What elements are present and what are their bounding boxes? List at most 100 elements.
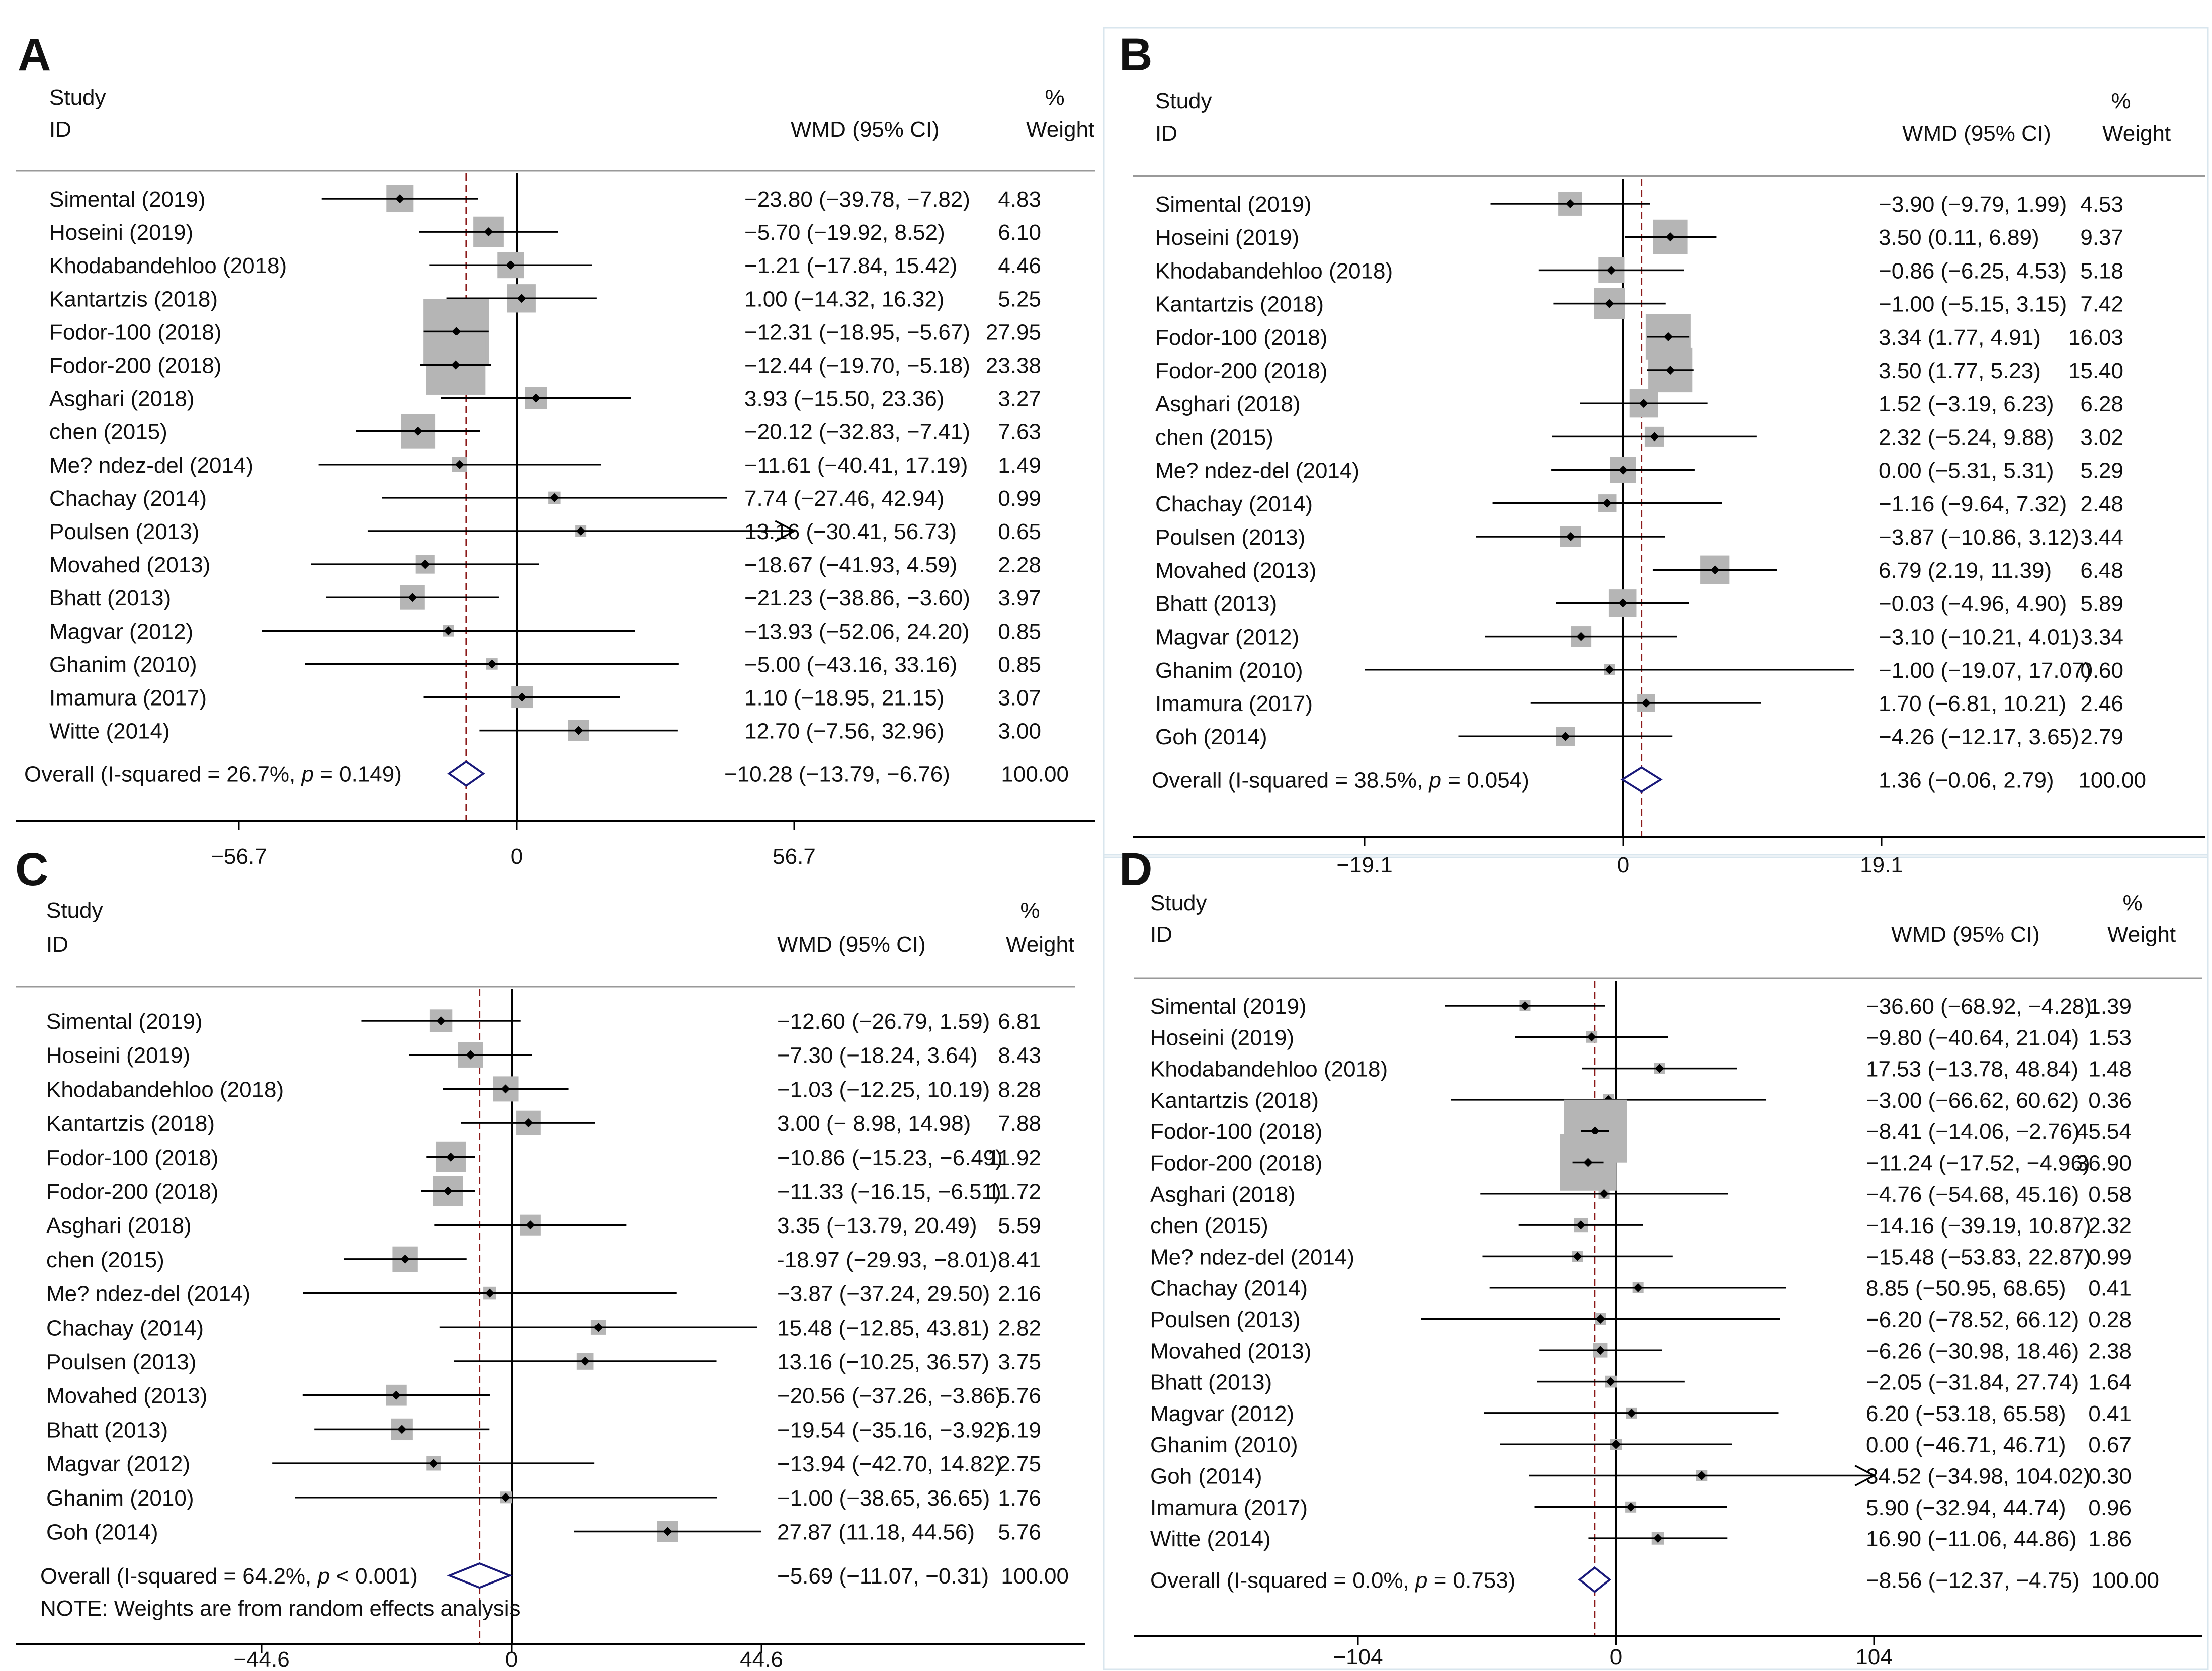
study-name: Poulsen (2013)	[49, 519, 199, 544]
study-name: Magvar (2012)	[49, 619, 193, 644]
study-row: Poulsen (2013) 13.16 (−10.25, 36.57) 3.75	[46, 1350, 1041, 1374]
point-estimate	[451, 360, 460, 370]
point-estimate	[395, 194, 405, 203]
point-estimate	[452, 327, 461, 336]
study-ci-label: 5.90 (−32.94, 44.74)	[1866, 1496, 2066, 1520]
point-estimate	[1666, 366, 1675, 375]
study-name: Fodor-100 (2018)	[1150, 1119, 1322, 1144]
study-name: Asghari (2018)	[49, 387, 195, 411]
study-ci-label: −3.10 (−10.21, 4.01)	[1879, 625, 2079, 650]
study-weight-label: 0.36	[2088, 1088, 2132, 1113]
overall-weight-label: 100.00	[2078, 768, 2146, 793]
study-name: Me? ndez-del (2014)	[49, 453, 253, 478]
note-text: NOTE: Weights are from random effects an…	[40, 1596, 521, 1621]
overall-label-p: p	[300, 762, 313, 787]
study-name: Simental (2019)	[1150, 994, 1307, 1019]
study-weight-label: 1.76	[998, 1486, 1041, 1511]
point-estimate	[1619, 465, 1628, 475]
point-estimate	[1576, 1220, 1586, 1230]
study-weight-label: 7.88	[998, 1111, 1041, 1136]
ci-arrow	[1854, 1464, 1876, 1487]
study-weight-label: 27.95	[986, 320, 1041, 344]
study-name: Ghanim (2010)	[46, 1486, 194, 1511]
point-estimate	[1520, 1001, 1530, 1010]
study-row: Khodabandehloo (2018) −0.86 (−6.25, 4.53)…	[1155, 257, 2123, 283]
study-row: Simental (2019) −36.60 (−68.92, −4.28)1.3…	[1150, 994, 2132, 1019]
study-row: Bhatt (2013) −2.05 (−31.84, 27.74) 1.64	[1150, 1370, 2132, 1395]
study-row: Goh (2014) −4.26 (−12.17, 3.65) 2.79	[1155, 725, 2123, 749]
study-weight-label: 2.38	[2088, 1339, 2132, 1363]
point-estimate	[485, 1288, 494, 1298]
study-ci-label: −4.76 (−54.68, 45.16)	[1866, 1182, 2079, 1207]
header-study: Study	[1150, 891, 1207, 915]
study-weight-label: 5.76	[998, 1520, 1041, 1545]
study-ci-label: 16.90 (−11.06, 44.86)	[1866, 1527, 2077, 1551]
overall-row: Overall (I-squared = 64.2%, p < 0.001) −5…	[40, 1562, 1069, 1589]
study-weight-label: 0.96	[2088, 1496, 2132, 1520]
study-name: Poulsen (2013)	[46, 1350, 196, 1374]
study-weight-label: 8.43	[998, 1043, 1041, 1068]
study-row: Simental (2019) −3.90 (−9.79, 1.99) 4.53	[1155, 192, 2123, 217]
study-name: Poulsen (2013)	[1155, 525, 1305, 550]
study-weight-label: 1.49	[998, 453, 1041, 478]
study-name: Goh (2014)	[46, 1520, 158, 1545]
study-ci-label: −11.24 (−17.52, −4.96)	[1866, 1151, 2090, 1176]
study-weight-label: 6.10	[998, 220, 1041, 245]
study-ci-label: −12.60 (−26.79, 1.59)	[777, 1009, 990, 1034]
overall-label-value: = 0.753)	[1428, 1568, 1516, 1593]
study-row: Bhatt (2013) −19.54 (−35.16, −3.92)6.19	[46, 1418, 1041, 1442]
study-row: Bhatt (2013) −0.03 (−4.96, 4.90) 5.89	[1155, 589, 2123, 617]
point-estimate	[1606, 266, 1616, 275]
study-weight-label: 5.89	[2080, 591, 2123, 616]
header-id: ID	[1150, 922, 1172, 947]
study-row: Magvar (2012) 6.20 (−53.18, 65.58) 0.41	[1150, 1401, 2132, 1426]
point-estimate	[1573, 1252, 1582, 1261]
study-ci-label: 3.34 (1.77, 4.91)	[1879, 325, 2041, 350]
study-name: Khodabandehloo (2018)	[1155, 258, 1393, 283]
study-ci-label: −18.67 (−41.93, 4.59)	[744, 553, 957, 577]
study-row: Fodor-100 (2018) −10.86 (−15.23, −6.49)11…	[46, 1141, 1041, 1172]
overall-row: Overall (I-squared = 0.0%, p = 0.753) −8.…	[1150, 1566, 2159, 1593]
study-name: Hoseini (2019)	[49, 220, 193, 245]
study-row: Poulsen (2013) 13.16 (−30.41, 56.73) 0.65	[49, 519, 1041, 544]
study-ci-label: 8.85 (−50.95, 68.65)	[1866, 1276, 2066, 1301]
study-name: Simental (2019)	[46, 1009, 203, 1034]
study-name: Bhatt (2013)	[1155, 591, 1277, 616]
study-name: Poulsen (2013)	[1150, 1307, 1300, 1332]
header-study: Study	[46, 898, 103, 923]
overall-label-p: p	[316, 1564, 329, 1589]
point-estimate	[1650, 432, 1659, 442]
study-weight-label: 36.90	[2076, 1151, 2132, 1176]
point-estimate	[487, 659, 497, 669]
study-weight-label: 0.99	[998, 486, 1041, 511]
study-row: Kantartzis (2018) −3.00 (−66.62, 60.62) 0.…	[1150, 1088, 2132, 1113]
study-row: Hoseini (2019) 3.50 (0.11, 6.89) 9.37	[1155, 219, 2123, 254]
overall-label-text: Overall (I-squared = 0.0%,	[1150, 1568, 1415, 1593]
study-ci-label: 6.79 (2.19, 11.39)	[1879, 558, 2052, 583]
study-weight-label: 0.58	[2088, 1182, 2132, 1207]
study-row: Movahed (2013) −18.67 (−41.93, 4.59) 2.28	[49, 553, 1041, 577]
overall-label: Overall (I-squared = 0.0%, p = 0.753)	[1150, 1568, 1515, 1593]
overall-weight-label: 100.00	[1001, 1564, 1069, 1589]
study-row: chen (2015) −20.12 (−32.83, −7.41) 7.63	[49, 414, 1041, 449]
study-ci-label: 12.70 (−7.56, 32.96)	[744, 719, 945, 744]
study-ci-label: −0.03 (−4.96, 4.90)	[1879, 591, 2067, 616]
study-weight-label: 23.38	[986, 354, 1041, 378]
study-name: Kantartzis (2018)	[49, 287, 218, 311]
study-name: Fodor-100 (2018)	[1155, 325, 1327, 350]
panel-frame-d	[1103, 854, 2209, 1670]
x-tick-label: −104	[1333, 1645, 1383, 1669]
study-weight-label: 1.86	[2088, 1527, 2132, 1551]
study-ci-label: 3.93 (−15.50, 23.36)	[744, 387, 945, 411]
study-weight-label: 3.07	[998, 686, 1041, 711]
study-ci-label: −13.94 (−42.70, 14.82)	[777, 1452, 1002, 1476]
study-name: Asghari (2018)	[1155, 392, 1301, 416]
study-ci-label: 1.10 (−18.95, 21.15)	[744, 686, 945, 711]
study-name: Kantartzis (2018)	[1150, 1088, 1319, 1113]
study-ci-label: −1.16 (−9.64, 7.32)	[1879, 492, 2067, 516]
study-ci-label: 3.35 (−13.79, 20.49)	[777, 1213, 977, 1238]
study-row: Ghanim (2010) −5.00 (−43.16, 33.16) 0.85	[49, 652, 1041, 677]
study-ci-label: 34.52 (−34.98, 104.02)	[1866, 1464, 2090, 1489]
study-name: Magvar (2012)	[46, 1452, 190, 1476]
